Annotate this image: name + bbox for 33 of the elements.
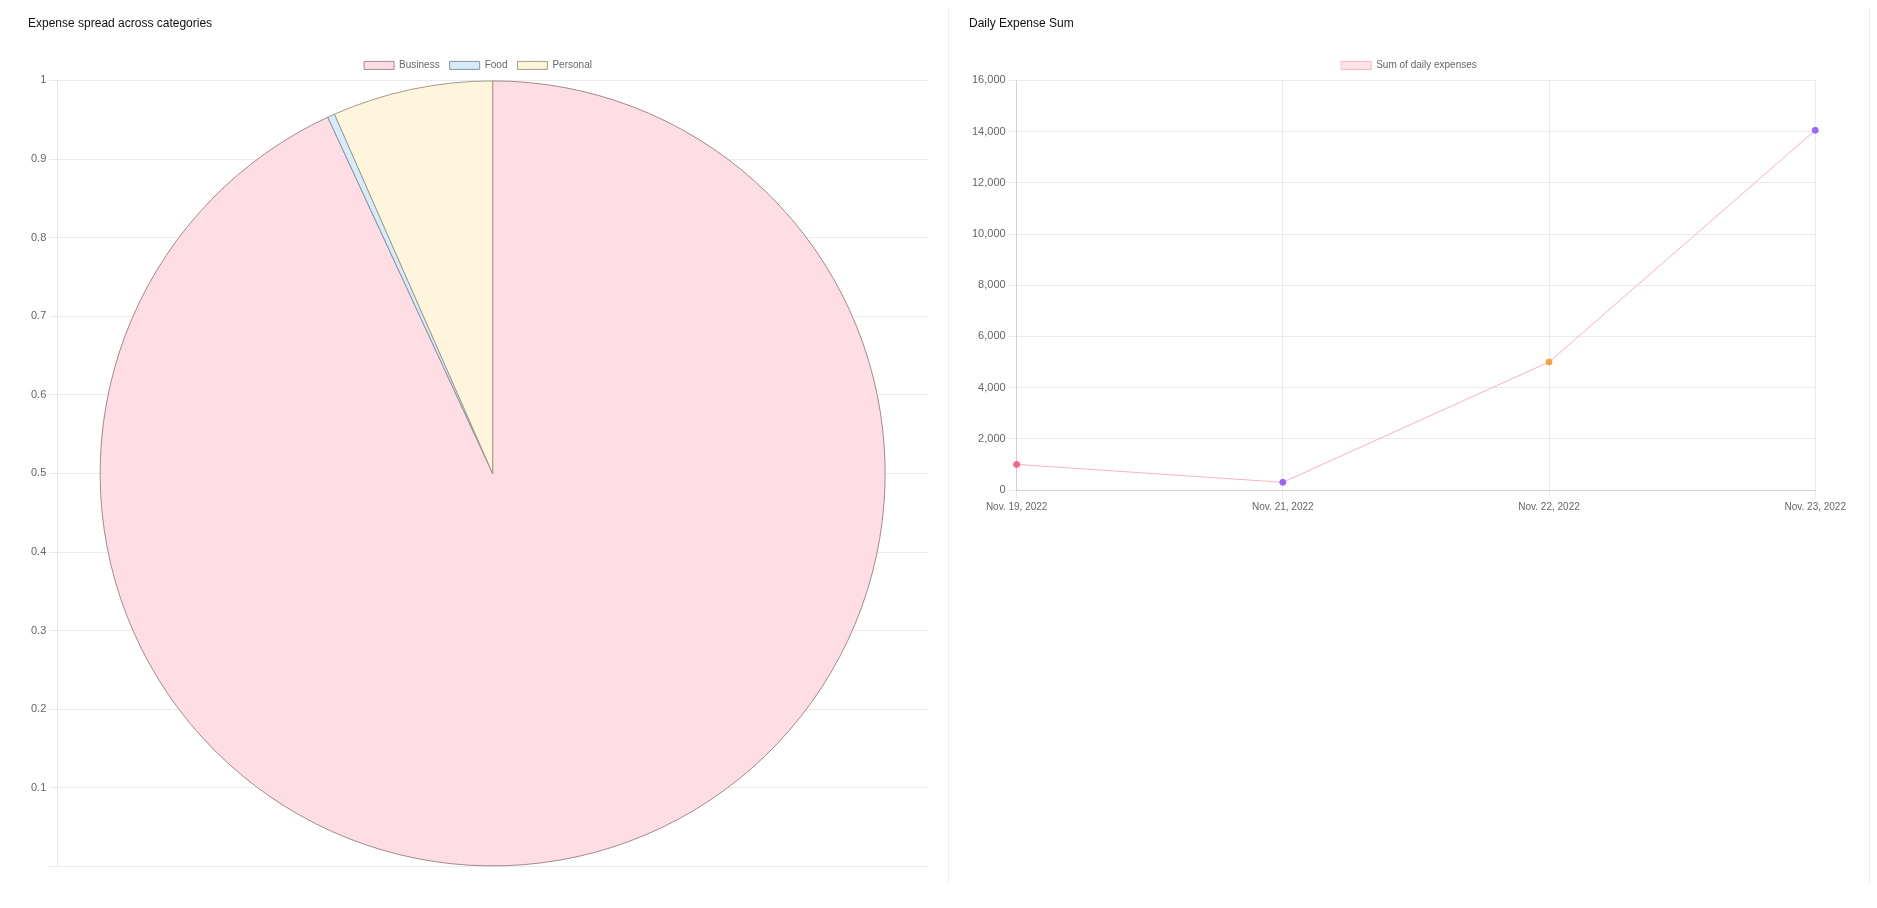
x-tick-label: Nov. 22, 2022	[1518, 500, 1581, 512]
y-tick-label: 4,000	[978, 380, 1006, 393]
x-tick-label: Nov. 21, 2022	[1252, 500, 1315, 512]
y-tick-label: 6,000	[978, 329, 1006, 342]
text: 0.3	[30, 623, 47, 636]
y-tick-label: 12,000	[971, 175, 1006, 188]
legend-label: Food	[484, 59, 508, 71]
text: 0.6	[30, 387, 47, 400]
text: 0.7	[30, 309, 47, 322]
point	[1013, 460, 1021, 468]
legend-label: Personal	[552, 59, 592, 71]
y-tick-label: 10,000	[971, 227, 1006, 240]
chart-title: Expense spread across categories	[28, 15, 213, 30]
y-tick-label: 16,000	[971, 73, 1006, 86]
point	[1545, 358, 1553, 366]
point	[1811, 126, 1819, 134]
text: 1	[40, 73, 47, 86]
legend-label: Business	[399, 59, 440, 71]
y-tick-label: 0	[999, 483, 1006, 496]
text: 0.9	[30, 152, 47, 165]
legend-label: Sum of daily expenses	[1376, 59, 1477, 71]
text: 0.2	[30, 702, 47, 715]
y-tick-label: 8,000	[978, 278, 1006, 291]
text: 0.5	[30, 466, 47, 479]
y-tick-label: 14,000	[971, 124, 1006, 137]
x-tick-label: Nov. 19, 2022	[985, 500, 1048, 512]
y-tick-label: 2,000	[978, 431, 1006, 444]
text: 0.1	[30, 780, 47, 793]
text: 0.8	[30, 230, 47, 243]
point	[1279, 478, 1287, 486]
x-tick-label: Nov. 23, 2022	[1784, 500, 1847, 512]
text: 0.4	[30, 545, 47, 558]
chart-title: Daily Expense Sum	[969, 15, 1074, 30]
